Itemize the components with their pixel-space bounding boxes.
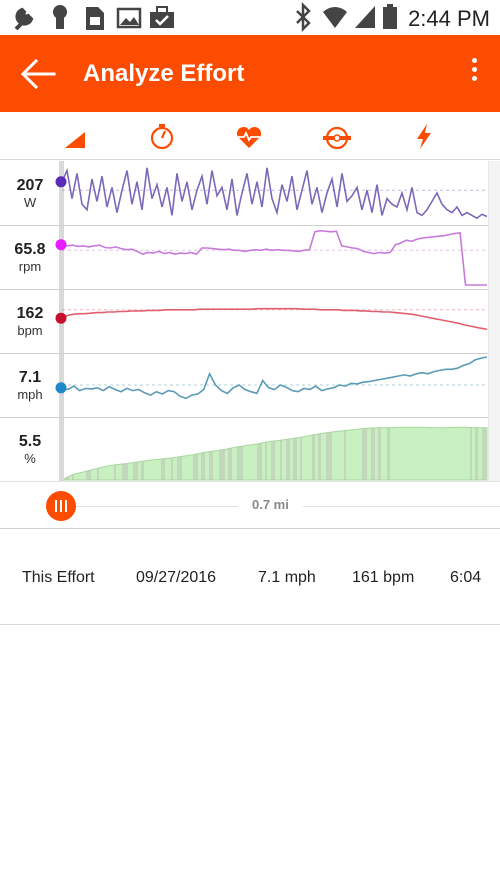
more-vert-icon[interactable] [466,55,482,91]
power-series-line [61,167,488,220]
grade-value: 5.5 [18,433,42,450]
sim-card-icon [86,7,104,30]
heart-rate-label: 162 bpm [0,304,60,339]
app-bar: Analyze Effort [0,35,500,112]
heart-rate-value: 162 [16,305,44,322]
wifi-icon [323,7,347,29]
speed-unit: mph [17,387,43,402]
heart-rate-unit: bpm [17,323,43,338]
speed-cursor-dot [55,382,67,394]
bluetooth-icon [296,1,311,33]
elevation-icon[interactable] [57,118,93,154]
keyhole-icon [53,5,67,29]
page-title: Analyze Effort [83,60,245,87]
effort-row[interactable]: This Effort 09/27/2016 7.1 mph 161 bpm 6… [0,529,500,625]
battery-icon [383,4,397,29]
speedometer-icon[interactable] [144,118,180,154]
effort-heart-rate: 161 bpm [352,569,415,586]
metric-tabs [0,112,500,160]
distance-slider[interactable]: 0.7 mi [0,481,500,529]
cadence-unit: rpm [18,259,42,274]
slider-distance-label: 0.7 mi [238,497,303,512]
effort-time: 6:04 [450,569,482,586]
effort-date: 09/27/2016 [136,569,217,586]
briefcase-check-icon [150,6,174,28]
heart-rate-series-line [61,307,488,331]
cadence-icon[interactable] [319,118,355,154]
speed-value: 7.1 [18,369,42,386]
power-unit: W [23,195,37,210]
cadence-series-line [61,229,487,286]
power-label: 207 W [0,176,60,211]
heart-rate-cursor-dot [55,312,67,324]
arrow-left-icon[interactable] [14,53,62,95]
heart-rate-icon[interactable] [231,118,267,154]
status-bar: 2:44 PM [0,0,500,35]
row-divider [0,225,488,226]
row-divider [0,289,488,290]
grade-label: 5.5 % [0,432,60,467]
chart-scroll-edge [488,161,500,481]
chart-plot [55,161,488,481]
power-bolt-icon[interactable] [406,118,442,154]
grade-unit: % [24,451,36,466]
effort-chart[interactable]: 207 W 65.8 rpm 162 bpm 7.1 mph 5.5 % [0,161,500,481]
effort-label: This Effort [22,569,95,586]
cadence-cursor-dot [55,239,67,251]
speed-label: 7.1 mph [0,368,60,403]
image-icon [116,7,142,29]
power-cursor-dot [55,176,67,188]
cadence-label: 65.8 rpm [0,240,60,275]
signal-icon [355,6,375,28]
status-time: 2:44 PM [408,6,490,31]
row-divider [0,417,488,418]
slider-handle[interactable] [46,491,76,521]
power-value: 207 [16,177,44,194]
cadence-value: 65.8 [14,241,46,258]
speed-series-line [61,356,488,400]
effort-speed: 7.1 mph [258,569,316,586]
wrench-icon [14,7,34,31]
row-divider [0,353,488,354]
